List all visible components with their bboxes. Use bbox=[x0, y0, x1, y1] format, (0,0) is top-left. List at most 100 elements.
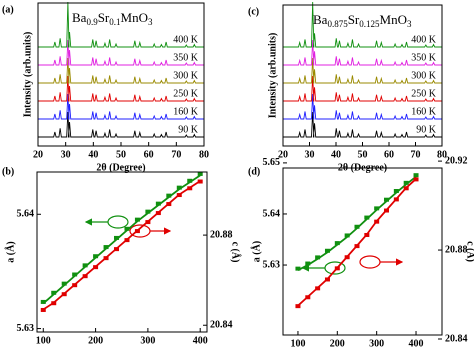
marker bbox=[334, 266, 340, 271]
marker bbox=[315, 286, 321, 291]
trace bbox=[38, 75, 204, 102]
y-tick-label: 5.63 bbox=[263, 259, 281, 270]
marker bbox=[197, 179, 203, 184]
marker bbox=[364, 232, 370, 237]
marker bbox=[403, 186, 409, 191]
x-tick-label: 70 bbox=[411, 149, 421, 160]
marker bbox=[82, 263, 88, 268]
trace-label: 350 K bbox=[173, 52, 199, 63]
formula-part: 0.1 bbox=[109, 17, 120, 27]
y2-axis-label: c (Å) bbox=[230, 242, 242, 263]
x-tick-label: 60 bbox=[384, 149, 394, 160]
trace bbox=[38, 39, 204, 66]
panel-label: (b) bbox=[2, 166, 14, 177]
marker bbox=[295, 304, 301, 309]
marker bbox=[40, 307, 46, 312]
marker bbox=[364, 215, 370, 220]
marker bbox=[176, 185, 182, 190]
trace bbox=[38, 111, 204, 138]
formula-part: 3 bbox=[148, 17, 153, 27]
marker bbox=[72, 272, 78, 277]
marker bbox=[103, 245, 109, 250]
fit-line bbox=[42, 174, 201, 305]
marker bbox=[354, 224, 360, 229]
marker bbox=[187, 178, 193, 183]
trace-label: 160 K bbox=[411, 106, 437, 117]
x-tick-label: 70 bbox=[171, 149, 181, 160]
plot-frame bbox=[36, 171, 208, 333]
trace bbox=[38, 93, 204, 120]
marker bbox=[114, 235, 120, 240]
x-tick-label: 40 bbox=[88, 149, 98, 160]
marker bbox=[72, 283, 78, 288]
formula-part: 3 bbox=[407, 19, 412, 29]
marker bbox=[124, 238, 130, 243]
x-tick-label: 40 bbox=[331, 149, 341, 160]
marker bbox=[124, 226, 130, 231]
y-axis-label: a (Å) bbox=[250, 241, 262, 262]
trace-label: 400 K bbox=[411, 34, 437, 45]
trace-label: 350 K bbox=[411, 52, 437, 63]
trace-label: 300 K bbox=[411, 70, 437, 81]
marker bbox=[315, 255, 321, 260]
marker bbox=[145, 209, 151, 214]
marker bbox=[155, 211, 161, 216]
ellipse bbox=[359, 255, 381, 269]
marker bbox=[51, 290, 57, 295]
x-tick-label: 300 bbox=[369, 338, 384, 348]
panel-label: (a) bbox=[2, 4, 14, 15]
marker bbox=[334, 241, 340, 246]
marker bbox=[393, 197, 399, 202]
y-axis-label: Intensity (arb.units) bbox=[22, 32, 33, 118]
y2-axis-label: c (Å) bbox=[465, 241, 474, 262]
x-tick-label: 200 bbox=[330, 338, 345, 348]
formula: Ba0.875Sr0.125MnO3 bbox=[313, 12, 412, 29]
annotations bbox=[84, 215, 404, 275]
y-tick-label: 5.63 bbox=[17, 323, 35, 334]
formula: Ba0.9Sr0.1MnO3 bbox=[72, 10, 153, 27]
y-axis-label: Intensity (arb.units) bbox=[267, 33, 278, 119]
marker bbox=[51, 301, 57, 306]
y-tick-label: 5.65 bbox=[263, 157, 281, 168]
plot-frame bbox=[37, 2, 205, 147]
trace bbox=[38, 1, 204, 48]
x-tick-label: 100 bbox=[36, 335, 51, 346]
marker bbox=[384, 208, 390, 213]
formula-part: Ba bbox=[72, 10, 87, 25]
marker bbox=[61, 292, 67, 297]
x-tick-label: 50 bbox=[358, 149, 368, 160]
marker bbox=[40, 299, 46, 304]
formula-part: Ba bbox=[313, 12, 328, 27]
trace-label: 90 K bbox=[416, 124, 437, 135]
y-axis-label: a (Å) bbox=[4, 241, 16, 262]
trace-label: 90 K bbox=[178, 124, 199, 135]
marker bbox=[384, 197, 390, 202]
trace bbox=[283, 93, 442, 120]
plot-frame bbox=[282, 167, 443, 336]
marker bbox=[413, 177, 419, 182]
x-tick-label: 300 bbox=[140, 335, 155, 346]
y2-tick-label: 20.84 bbox=[210, 320, 233, 331]
marker bbox=[403, 180, 409, 185]
trace bbox=[283, 111, 442, 138]
marker bbox=[305, 261, 311, 266]
trace bbox=[38, 57, 204, 84]
formula-part: 0.875 bbox=[327, 19, 348, 29]
fit-line bbox=[42, 180, 201, 311]
marker bbox=[324, 248, 330, 253]
x-tick-label: 30 bbox=[305, 149, 315, 160]
x-tick-label: 60 bbox=[144, 149, 154, 160]
x-tick-label: 30 bbox=[61, 149, 71, 160]
marker bbox=[344, 233, 350, 238]
marker bbox=[176, 193, 182, 198]
marker bbox=[103, 256, 109, 261]
marker bbox=[344, 255, 350, 260]
marker bbox=[61, 281, 67, 286]
marker bbox=[324, 277, 330, 282]
x-tick-label: 100 bbox=[290, 338, 305, 348]
plot-frame bbox=[282, 4, 443, 147]
y2-tick-label: 20.84 bbox=[445, 333, 468, 344]
formula-part: MnO bbox=[121, 10, 148, 25]
marker bbox=[305, 295, 311, 300]
trace bbox=[283, 75, 442, 102]
